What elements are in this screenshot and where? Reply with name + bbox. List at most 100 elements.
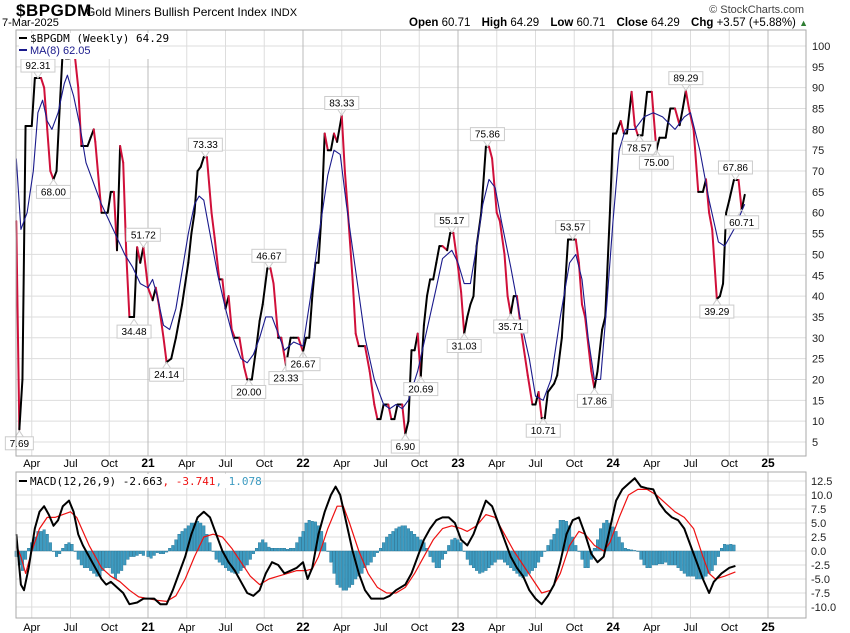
- annotation-label: 89.29: [673, 74, 698, 85]
- histogram-bar: [549, 539, 553, 552]
- histogram-bar: [661, 550, 665, 565]
- histogram-bar: [723, 544, 727, 552]
- annotation-label: 68.00: [41, 187, 66, 198]
- annotation-box: [4, 436, 34, 451]
- annotation-label: 17.86: [582, 396, 607, 407]
- histogram-bar: [276, 548, 280, 552]
- annotation-box: [699, 304, 735, 319]
- price-y-tick: 15: [812, 395, 824, 407]
- histogram-bar: [230, 550, 234, 573]
- price-segment: [509, 295, 515, 315]
- histogram-bar: [24, 550, 28, 560]
- price-annotation: 34.48: [116, 318, 152, 339]
- histogram-bar: [123, 550, 127, 566]
- histogram-bar: [138, 550, 142, 554]
- histogram-bar: [67, 542, 71, 552]
- price-segment: [55, 107, 61, 173]
- annotation-pointer: [634, 134, 644, 142]
- x-tick-macd: Jul: [373, 622, 387, 633]
- price-segment: [630, 90, 636, 127]
- histogram-bar: [95, 550, 99, 577]
- histogram-bar: [73, 550, 77, 552]
- x-tick-macd: Jul: [528, 622, 542, 633]
- histogram-bar: [132, 550, 136, 557]
- price-segment: [546, 382, 556, 393]
- x-tick-price: 23: [451, 456, 465, 470]
- annotation-pointer: [298, 350, 308, 358]
- annotation-box: [285, 357, 321, 372]
- histogram-bar: [264, 542, 268, 552]
- price-segment: [379, 403, 385, 421]
- price-annotation: 20.00: [231, 378, 267, 399]
- price-legend: $BPGDM (Weekly) 64.29 MA(8) 62.05: [19, 32, 169, 59]
- price-annotation: 31.03: [446, 332, 482, 353]
- price-segment: [136, 246, 142, 264]
- price-segment: [133, 246, 139, 318]
- histogram-bar: [344, 550, 348, 591]
- price-segment: [503, 253, 509, 298]
- histogram-bar: [667, 550, 671, 566]
- histogram-bar: [199, 522, 203, 552]
- histogram-bar: [558, 520, 562, 552]
- price-annotation: 75.00: [638, 149, 674, 170]
- price-segment: [373, 403, 379, 421]
- macd-y-tick: -10.0: [811, 602, 836, 614]
- histogram-bar: [493, 550, 497, 563]
- x-tick-macd: Apr: [23, 622, 40, 633]
- hist-value: , 1.078: [215, 475, 261, 488]
- macd-y-tick: 2.5: [811, 532, 826, 544]
- annotation-box: [724, 215, 760, 230]
- macd-y-tick: -5.0: [811, 574, 830, 586]
- price-segment: [368, 370, 376, 406]
- price-y-tick: 35: [812, 312, 824, 324]
- histogram-bar: [64, 544, 68, 552]
- price-segment: [604, 211, 611, 318]
- price-segment: [227, 295, 233, 331]
- price-segment: [181, 261, 190, 306]
- price-segment: [323, 132, 329, 152]
- price-segment: [221, 278, 227, 310]
- price-segment: [472, 245, 478, 298]
- price-segment: [119, 145, 125, 164]
- histogram-bar: [110, 550, 114, 574]
- symbol-title: $BPGDM: [16, 1, 92, 20]
- histogram-bar: [261, 539, 265, 552]
- annotation-label: 20.69: [408, 385, 433, 396]
- histogram-bar: [537, 550, 541, 563]
- annotation-pointer: [681, 84, 691, 92]
- histogram-bar: [416, 536, 420, 552]
- annotation-pointer: [264, 262, 274, 270]
- histogram-bar: [580, 550, 584, 560]
- histogram-bar: [596, 539, 600, 552]
- histogram-bar: [217, 550, 221, 563]
- x-tick-price: Jul: [218, 458, 232, 470]
- axes: 5 10 15 20 25 30 35 40 45 50 55 60 65 70 75 80 85 90 95 100…: [23, 41, 836, 633]
- price-segment: [86, 136, 92, 148]
- histogram-bar: [258, 542, 262, 552]
- histogram-bar: [543, 550, 547, 552]
- histogram-bar: [211, 550, 215, 552]
- price-segment: [258, 303, 264, 323]
- annotation-pointer: [400, 433, 410, 441]
- histogram-bar: [490, 550, 494, 566]
- histogram-bar: [555, 528, 559, 552]
- price-y-tick: 30: [812, 333, 824, 345]
- annotation-label: 34.48: [122, 327, 147, 338]
- price-segment: [596, 328, 604, 373]
- histogram-bar: [664, 550, 668, 563]
- annotation-pointer: [737, 208, 747, 217]
- x-tick-macd: Oct: [721, 622, 738, 633]
- histogram-bar: [546, 545, 550, 552]
- high-value: 64.29: [510, 17, 540, 29]
- macd-histogram: [14, 520, 736, 591]
- histogram-bar: [456, 539, 460, 552]
- x-tick-price: Apr: [23, 458, 40, 470]
- histogram-bar: [391, 531, 395, 552]
- annotation-label: 92.31: [25, 61, 50, 72]
- price-segment: [655, 136, 661, 152]
- histogram-bar: [129, 550, 133, 557]
- price-y-tick: 45: [812, 270, 824, 282]
- x-tick-macd: Jul: [683, 622, 697, 633]
- close-label: Close: [616, 17, 648, 29]
